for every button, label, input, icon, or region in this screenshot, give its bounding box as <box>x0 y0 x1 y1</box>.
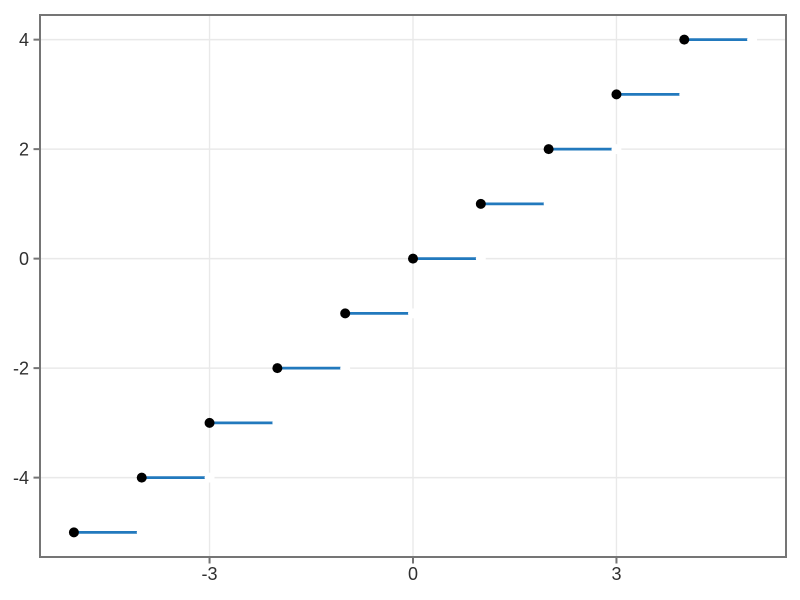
x-tick-label: 0 <box>408 564 418 584</box>
data-point-marker <box>68 527 79 538</box>
open-endpoint-marker <box>543 198 554 209</box>
y-tick-label: -2 <box>13 359 29 379</box>
data-point-marker <box>543 144 554 155</box>
data-point-marker <box>611 89 622 100</box>
y-tick-label: 4 <box>19 30 29 50</box>
open-endpoint-marker <box>475 253 486 264</box>
open-endpoint-marker <box>272 417 283 428</box>
x-tick-label: -3 <box>202 564 218 584</box>
data-point-marker <box>136 472 147 483</box>
data-point-marker <box>408 253 418 264</box>
data-point-marker <box>340 308 351 319</box>
open-endpoint-marker <box>611 144 622 155</box>
data-point-marker <box>204 417 215 428</box>
open-endpoint-marker <box>679 89 690 100</box>
y-tick-label: 2 <box>19 140 29 160</box>
y-tick-label: 0 <box>19 249 29 269</box>
open-endpoint-marker <box>747 34 758 45</box>
open-endpoint-marker <box>136 527 147 538</box>
open-endpoint-marker <box>340 363 351 374</box>
y-tick-label: -4 <box>13 468 29 488</box>
data-point-marker <box>272 363 283 374</box>
x-tick-label: 3 <box>611 564 621 584</box>
data-point-marker <box>679 34 690 45</box>
open-endpoint-marker <box>408 308 418 319</box>
open-endpoint-marker <box>204 472 215 483</box>
data-point-marker <box>475 198 486 209</box>
